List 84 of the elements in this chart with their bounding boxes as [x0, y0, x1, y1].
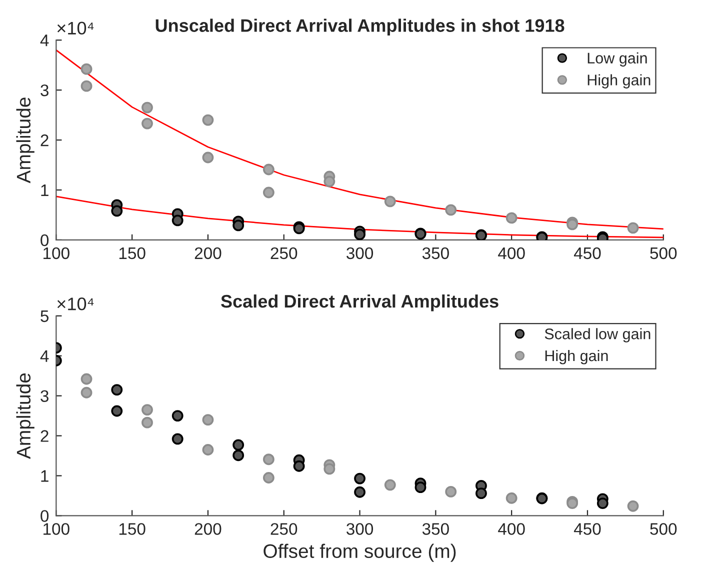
point	[262, 454, 274, 466]
y-tick-label: 1	[41, 470, 48, 482]
point	[80, 63, 92, 75]
point	[506, 492, 518, 504]
point	[142, 118, 153, 130]
x-tick-label: 300	[346, 523, 374, 535]
point	[202, 114, 214, 126]
point	[232, 220, 244, 232]
point	[262, 472, 274, 484]
point	[202, 444, 214, 456]
x-tick-label: 350	[422, 247, 449, 260]
point	[384, 196, 396, 208]
y-tick-label: 4	[40, 350, 49, 362]
legend-label: Low gain	[588, 52, 647, 67]
y-tick-label: 4	[40, 34, 49, 46]
point	[262, 186, 274, 198]
point	[80, 80, 92, 92]
point	[142, 416, 153, 428]
x-tick-label: 500	[650, 247, 677, 260]
point	[80, 373, 92, 385]
x-tick-label: 100	[44, 523, 70, 535]
y-tick-label: 2	[40, 134, 48, 146]
point	[506, 212, 518, 224]
chart-title: Unscaled Direct Arrival Amplitudes in shot 1918	[156, 18, 564, 36]
y-tick-label: 3	[40, 390, 48, 402]
y-tick-label: 3	[40, 84, 48, 96]
text: ×10⁴	[57, 298, 94, 310]
x-tick-label: 350	[422, 523, 449, 535]
point	[202, 152, 214, 164]
y-tick-label: 0	[40, 510, 49, 522]
point	[414, 482, 426, 494]
x-tick-label: 100	[44, 247, 70, 260]
point	[111, 405, 123, 417]
point	[80, 386, 92, 398]
point	[232, 450, 244, 462]
point	[111, 384, 123, 396]
point	[111, 205, 123, 217]
point	[232, 439, 244, 451]
legend-label: High gain	[588, 74, 650, 88]
point	[262, 164, 274, 176]
point	[476, 230, 487, 240]
x-axis-title: Offset from source (m)	[264, 544, 456, 562]
line-series	[56, 49, 664, 230]
point	[172, 214, 184, 226]
x-tick-label: 250	[270, 523, 298, 535]
y-axis-title: Amplitude	[16, 98, 34, 184]
point	[384, 479, 396, 491]
y-tick-label: 1	[41, 184, 48, 196]
x-tick-label: 450	[574, 247, 601, 260]
y-tick-label: 5	[40, 310, 49, 322]
x-tick-label: 300	[346, 247, 374, 260]
point	[627, 500, 639, 512]
legend-label: High gain	[545, 350, 608, 364]
x-tick-label: 400	[498, 523, 525, 535]
text: ×10⁴	[57, 22, 94, 35]
point	[324, 463, 336, 475]
point	[172, 410, 184, 422]
x-tick-label: 500	[650, 523, 677, 535]
point	[172, 433, 184, 445]
y-tick-label: 0	[40, 234, 49, 246]
point	[476, 488, 487, 500]
point	[354, 228, 366, 240]
x-tick-label: 150	[119, 523, 146, 535]
x-tick-label: 150	[119, 247, 146, 260]
legend-label: Scaled low gain	[544, 328, 650, 342]
point	[293, 460, 305, 472]
point	[324, 176, 336, 188]
point	[142, 102, 153, 114]
y-axis-title: Amplitude	[16, 373, 34, 459]
x-tick-label: 400	[498, 247, 525, 260]
x-tick-label: 200	[194, 247, 222, 260]
x-tick-label: 450	[574, 523, 601, 535]
x-tick-label: 200	[194, 523, 222, 535]
point	[596, 498, 608, 510]
chart-title: Scaled Direct Arrival Amplitudes	[221, 294, 498, 312]
point	[142, 404, 153, 416]
point	[354, 472, 366, 484]
x-tick-label: 250	[270, 247, 298, 260]
point	[445, 486, 457, 498]
point	[445, 204, 457, 216]
y-tick-label: 2	[40, 430, 48, 442]
point	[354, 486, 366, 498]
point	[202, 414, 214, 426]
point	[627, 222, 639, 234]
